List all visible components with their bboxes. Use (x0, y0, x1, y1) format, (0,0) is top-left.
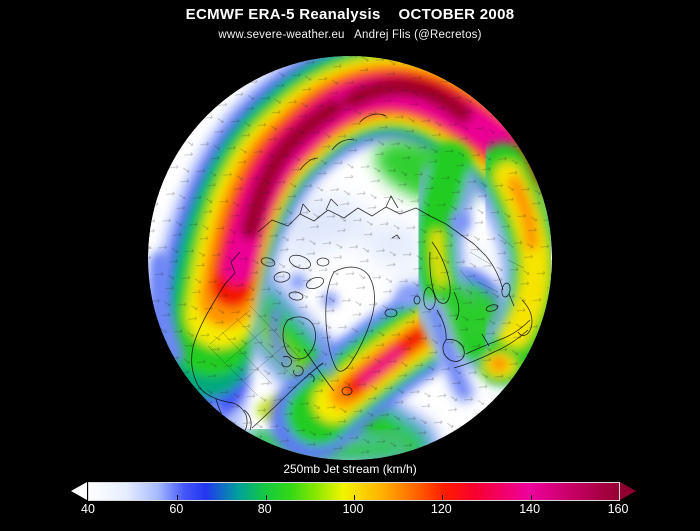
tick-label: 140 (519, 502, 541, 516)
colorbar-gradient (88, 482, 620, 501)
colorbar-extend-left-arrow (71, 482, 87, 500)
colorbar-tick-labels: 40 60 80 100 120 140 160 (81, 502, 628, 517)
interior-borders (207, 233, 525, 397)
map-disc (148, 56, 552, 460)
tick-label: 100 (342, 502, 364, 516)
tick-label: 160 (607, 502, 629, 516)
coastlines (191, 113, 533, 446)
colorbar-extend-right-arrow (620, 482, 636, 500)
colorbar-title: 250mb Jet stream (km/h) (283, 462, 417, 476)
colorbar-tick (530, 495, 532, 500)
colorbar-tick (354, 495, 355, 500)
tick-label: 60 (169, 502, 184, 516)
colorbar-tick (442, 495, 444, 500)
tick-label: 120 (430, 502, 452, 516)
colorbar-tick (177, 495, 179, 500)
page-title: ECMWF ERA-5 Reanalysis OCTOBER 2008 (185, 6, 515, 23)
credit-subtitle: www.severe-weather.eu Andrej Flis (@Recr… (218, 29, 482, 41)
tick-label: 80 (257, 502, 272, 516)
colorbar-tick (265, 495, 267, 500)
wind-arrows-overlay (148, 56, 552, 460)
tick-label: 40 (81, 502, 95, 516)
